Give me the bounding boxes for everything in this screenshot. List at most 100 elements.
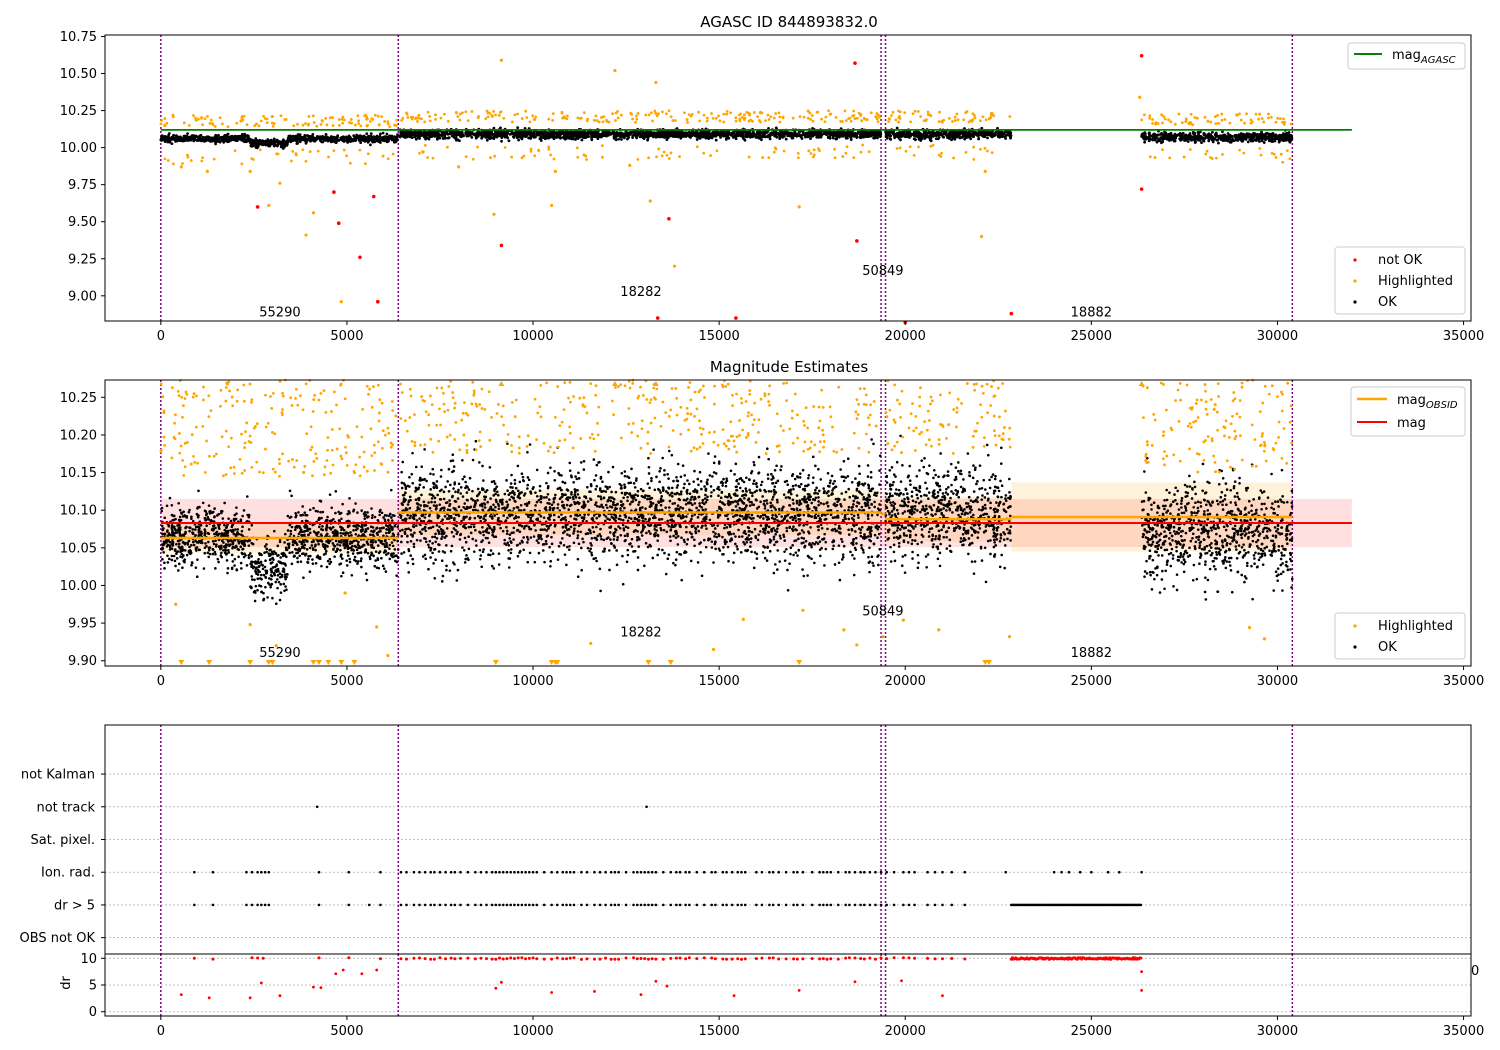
highlighted-point <box>585 158 588 161</box>
ok-point <box>782 132 785 136</box>
highlighted-point <box>971 118 975 122</box>
highlighted-point <box>426 110 430 114</box>
ok-point <box>234 139 238 142</box>
ok-point <box>1156 133 1160 137</box>
highlighted-point <box>304 122 307 125</box>
ok-point <box>1180 134 1184 138</box>
ok-point <box>207 135 211 139</box>
ok-point <box>986 132 989 136</box>
ok-point <box>1148 134 1151 137</box>
panel-agasc-legend-top: magAGASC <box>1347 42 1466 70</box>
ok-point <box>1252 131 1256 135</box>
legend-highlighted: Highlighted <box>1378 274 1453 289</box>
ok-point <box>917 133 921 137</box>
highlighted-point <box>356 114 360 118</box>
ok-point <box>393 139 397 142</box>
ok-point <box>666 133 670 137</box>
x-tick-label: 35000 <box>1443 329 1484 344</box>
ok-point <box>185 553 189 557</box>
ok-point <box>370 507 373 510</box>
ok-point <box>1004 134 1008 137</box>
ok-point <box>192 139 196 143</box>
ok-point <box>198 134 202 138</box>
highlighted-point <box>163 157 167 161</box>
ok-point <box>367 140 370 143</box>
highlighted-point <box>181 162 184 165</box>
highlighted-point <box>867 150 871 154</box>
ok-point <box>233 557 237 561</box>
highlighted-point <box>1203 115 1207 119</box>
highlighted-point <box>778 115 782 119</box>
ok-point <box>231 137 235 141</box>
not-ok-point <box>332 190 336 194</box>
highlighted-point <box>503 146 507 149</box>
highlighted-point <box>209 118 213 122</box>
highlighted-point <box>1260 117 1264 120</box>
ok-point <box>374 135 377 139</box>
highlighted-outlier <box>499 58 504 62</box>
highlighted-point <box>359 124 363 128</box>
highlighted-point <box>833 147 836 151</box>
highlighted-point <box>665 153 669 157</box>
highlighted-point <box>984 118 988 122</box>
highlighted-point <box>263 117 267 120</box>
highlighted-point <box>575 146 579 150</box>
highlighted-point <box>1180 121 1184 125</box>
highlighted-point <box>259 119 263 123</box>
ok-point <box>240 137 244 141</box>
ok-point <box>483 130 487 134</box>
ok-point <box>326 139 330 143</box>
highlighted-point <box>1148 114 1152 118</box>
ok-point <box>805 133 808 136</box>
highlighted-point <box>1169 120 1173 124</box>
ok-point <box>185 138 188 142</box>
ok-point <box>267 142 270 145</box>
highlighted-point <box>647 156 651 160</box>
ok-point <box>441 131 444 135</box>
not-ok-point <box>358 255 362 260</box>
highlighted-point <box>203 117 207 121</box>
ok-point <box>562 136 565 140</box>
highlighted-point <box>189 159 193 162</box>
ok-point <box>761 135 764 139</box>
highlighted-point <box>745 110 749 114</box>
ok-point <box>403 131 407 135</box>
ok-point <box>340 517 343 521</box>
ok-point <box>166 561 170 564</box>
ok-point <box>1211 139 1215 143</box>
highlighted-point <box>981 115 985 119</box>
ok-point <box>488 135 492 138</box>
highlighted-point <box>861 143 865 147</box>
highlighted-point <box>226 125 230 129</box>
highlighted-point <box>1188 148 1192 151</box>
ok-point <box>859 136 863 140</box>
ok-point <box>1290 135 1294 138</box>
ok-point <box>356 543 360 546</box>
ok-point <box>1255 138 1259 142</box>
highlighted-point <box>510 155 514 159</box>
highlighted-point <box>1151 122 1154 125</box>
ok-point <box>374 550 378 553</box>
highlighted-point <box>371 118 375 121</box>
highlighted-point <box>405 111 408 115</box>
ok-point <box>638 135 642 139</box>
highlighted-point <box>464 155 468 159</box>
ok-point <box>978 131 982 135</box>
highlighted-point <box>859 150 863 154</box>
ok-point <box>196 558 199 561</box>
highlighted-outlier <box>613 68 617 73</box>
ok-point <box>1279 138 1282 142</box>
ok-point <box>193 134 197 138</box>
highlighted-point <box>490 113 494 117</box>
highlighted-point <box>484 117 488 121</box>
highlighted-point <box>891 110 895 114</box>
highlighted-point <box>810 114 814 117</box>
ok-point <box>402 135 406 139</box>
highlighted-point <box>862 117 866 120</box>
highlighted-point <box>1245 112 1248 116</box>
ok-point <box>452 135 456 139</box>
highlighted-point <box>1242 151 1246 155</box>
ok-point <box>617 137 620 141</box>
ok-point <box>532 133 536 137</box>
x-tick-label: 30000 <box>1257 329 1298 344</box>
